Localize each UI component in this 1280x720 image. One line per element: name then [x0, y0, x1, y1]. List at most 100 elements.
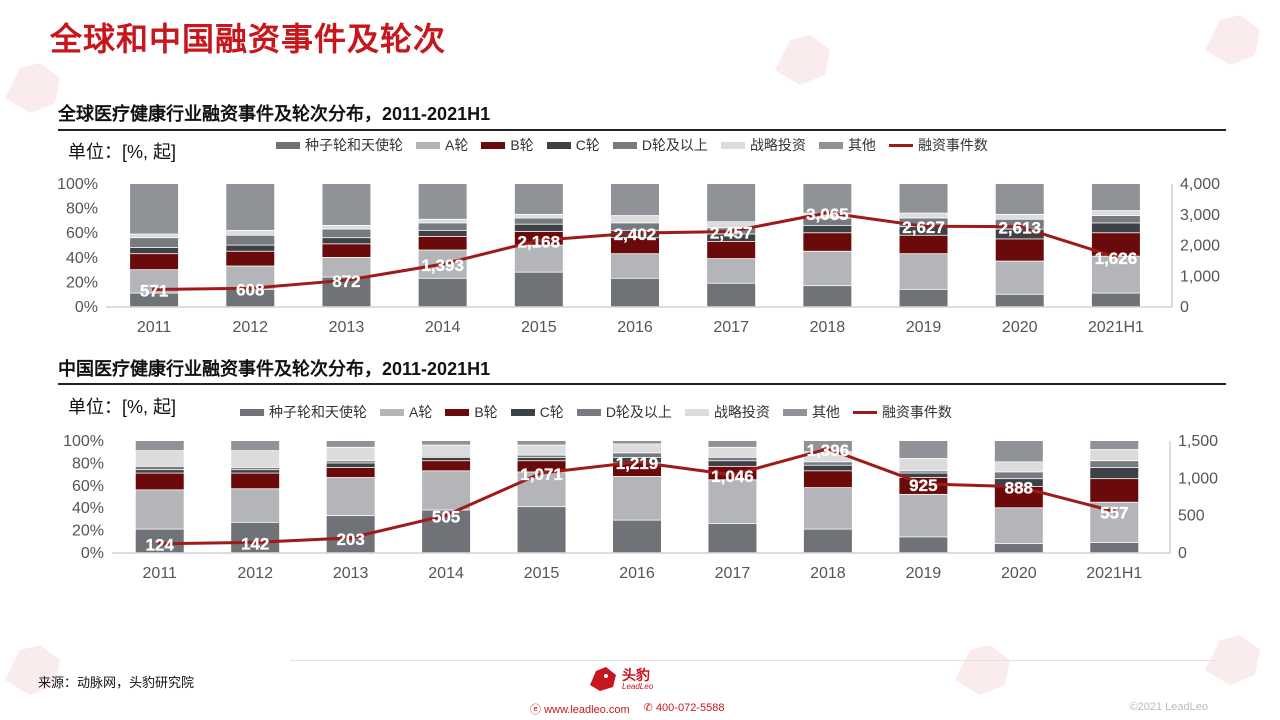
bar-segment [326, 477, 375, 516]
legend-item: 种子轮和天使轮 [240, 402, 367, 422]
bar-segment [322, 238, 371, 244]
bar-segment [803, 452, 852, 462]
bar-segment [135, 473, 184, 490]
bar-segment [708, 480, 757, 524]
bar-segment [613, 453, 661, 457]
bar-segment [1091, 215, 1140, 223]
legend-swatch [852, 410, 877, 414]
bar-segment [803, 465, 852, 471]
data-label: 203 [336, 530, 364, 549]
bar-segment [322, 229, 371, 238]
brand-logo: 头豹 LeadLeo [588, 665, 653, 693]
data-label: 571 [140, 281, 168, 300]
legend-global: 种子轮和天使轮 A轮 B轮 C轮 D轮及以上 战略投资 其他 融资事件数 [276, 135, 988, 155]
website-link[interactable]: ⓔ www.leadleo.com [530, 701, 630, 717]
bar-segment [422, 461, 471, 471]
legend-label: 其他 [847, 137, 876, 153]
data-label: 2,613 [998, 219, 1041, 238]
line-point [729, 229, 734, 234]
data-label: 1,071 [520, 465, 563, 484]
legend-label: 融资事件数 [917, 137, 988, 153]
title-rule [58, 129, 1226, 131]
bar-segment [326, 447, 375, 461]
legend-swatch [888, 143, 913, 147]
data-label: 3,065 [806, 205, 849, 224]
legend-item: B轮 [445, 402, 498, 422]
bar-segment [326, 441, 375, 447]
data-label: 872 [332, 272, 360, 291]
bar-segment [995, 294, 1044, 307]
data-label: 2,402 [614, 225, 657, 244]
bar-segment [418, 223, 467, 230]
bar-segment [995, 239, 1044, 261]
x-tick-label: 2011 [143, 565, 178, 582]
data-label: 2,168 [518, 232, 561, 251]
x-tick-label: 2021H1 [1086, 565, 1142, 582]
x-tick-label: 2013 [333, 565, 369, 582]
y2-tick-label: 1,000 [1180, 268, 1220, 285]
y-tick-label: 60% [72, 478, 104, 495]
x-tick-label: 2014 [428, 565, 464, 582]
legend-item: B轮 [481, 135, 534, 155]
bar-segment [803, 462, 852, 465]
line-point [1017, 224, 1022, 229]
bar-segment [899, 494, 948, 537]
legend-swatch [510, 408, 535, 416]
y-tick-label: 80% [72, 455, 104, 472]
legend-item: 种子轮和天使轮 [276, 135, 403, 155]
legend-label: D轮及以上 [605, 404, 672, 420]
legend-label: B轮 [474, 404, 498, 420]
bar-segment [708, 523, 757, 553]
bar-segment [1090, 449, 1139, 461]
bar-segment [517, 461, 566, 472]
y-tick-label: 0% [81, 545, 104, 562]
bar-segment [1090, 542, 1139, 553]
bar-segment [899, 254, 948, 289]
bar-segment [231, 522, 280, 553]
leopard-icon [590, 667, 616, 691]
bar-segment [130, 238, 179, 248]
bar-segment [322, 184, 371, 226]
y2-tick-label: 0 [1180, 299, 1189, 316]
y-tick-label: 100% [57, 176, 98, 193]
bar-segment [130, 254, 179, 270]
copyright: ©2021 LeadLeo [1129, 701, 1208, 713]
line-point [348, 535, 353, 540]
legend-label: 其他 [811, 404, 840, 420]
bar-segment [707, 222, 756, 228]
legend-swatch [445, 408, 470, 416]
contact-bar: ⓔ www.leadleo.com ✆ 400-072-5588 [530, 701, 724, 717]
bar-segment [611, 238, 659, 254]
bar-segment [803, 233, 852, 251]
x-tick-label: 2019 [906, 319, 942, 336]
bar-segment [422, 445, 471, 456]
bar-segment [517, 445, 566, 455]
legend-swatch [276, 141, 300, 149]
bar-segment [899, 227, 948, 235]
bar-segment [514, 214, 563, 218]
bar-segment [517, 441, 566, 445]
watermark-logo [5, 63, 60, 113]
bar-segment [613, 463, 661, 477]
bar-segment [899, 537, 948, 553]
bar-segment [1091, 184, 1140, 211]
line-point [921, 224, 926, 229]
bar-segment [994, 486, 1043, 508]
line-point [157, 541, 162, 546]
bar-segment [803, 184, 852, 213]
title-rule [58, 383, 1226, 385]
bar-segment [1091, 256, 1140, 293]
bar-segment [226, 184, 275, 230]
line-point [1016, 484, 1021, 489]
legend-label: 种子轮和天使轮 [305, 137, 403, 153]
legend-label: B轮 [510, 137, 534, 153]
bar-segment [1090, 502, 1139, 543]
bar-segment [613, 444, 661, 453]
bar-segment [422, 457, 471, 461]
watermark-logo [955, 645, 1010, 695]
line-point [633, 231, 637, 236]
bar-segment [611, 184, 659, 216]
y-tick-label: 100% [63, 433, 104, 450]
bar-segment [231, 489, 280, 522]
bar-segment [226, 251, 275, 266]
